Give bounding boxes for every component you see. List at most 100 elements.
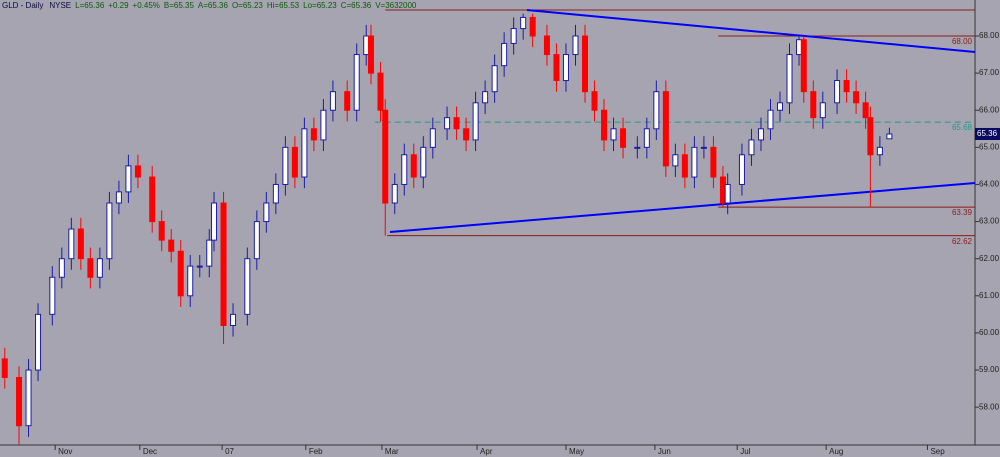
x-tick-label: Nov xyxy=(58,447,72,456)
x-tick-label: Jul xyxy=(740,447,750,456)
candle-body xyxy=(367,35,374,74)
candle-body xyxy=(272,183,279,204)
candle-body xyxy=(291,146,298,178)
candle-body xyxy=(520,16,527,30)
y-tick-label: 67.00 xyxy=(979,68,1000,77)
candle-body xyxy=(876,146,883,156)
candle-body xyxy=(377,72,384,111)
y-tick-label: 63.00 xyxy=(979,217,1000,226)
candle-body xyxy=(510,28,517,44)
candle-body xyxy=(382,109,389,204)
header-quote: A=65.36 xyxy=(198,1,229,10)
candle-body xyxy=(634,146,641,149)
header-quote: +0.45% xyxy=(133,1,160,10)
candle-body xyxy=(353,54,360,111)
candle-body xyxy=(329,91,336,111)
candle-body xyxy=(16,376,23,427)
candle-body xyxy=(582,35,588,93)
candle-body xyxy=(196,265,203,268)
candle-body xyxy=(429,128,436,148)
candle-body xyxy=(853,91,860,104)
candle-body xyxy=(35,313,42,371)
x-tick-label: May xyxy=(569,447,584,456)
candle-body xyxy=(211,202,218,241)
candle-body xyxy=(96,258,103,278)
candle-body xyxy=(187,265,194,297)
candle-body xyxy=(420,146,427,178)
y-tick-label: 61.00 xyxy=(979,291,1000,300)
candle-body xyxy=(77,228,84,260)
header-quote: B=65.35 xyxy=(164,1,195,10)
candle-body xyxy=(472,102,479,141)
candle-body xyxy=(391,183,398,204)
trendline xyxy=(526,9,976,53)
candle-body xyxy=(49,276,56,315)
candle-body xyxy=(482,91,489,104)
candle-body xyxy=(282,146,289,185)
y-tick-label: 66.00 xyxy=(979,105,1000,114)
candle-body xyxy=(87,258,94,278)
y-tick-label: 64.00 xyxy=(979,180,1000,189)
x-tick-label: Sep xyxy=(930,447,945,456)
candle-body xyxy=(562,54,569,82)
candle-body xyxy=(748,139,755,156)
candle-body xyxy=(738,154,745,185)
y-tick-label: 60.00 xyxy=(979,328,1000,337)
x-tick-label: 07 xyxy=(225,447,234,456)
candle-body xyxy=(206,239,213,267)
level-label: 65.68 xyxy=(952,123,973,132)
candle-body xyxy=(244,258,251,315)
x-tick-label: Feb xyxy=(309,447,323,456)
x-tick-label: Jun xyxy=(658,447,671,456)
candle-body xyxy=(767,109,774,130)
y-tick-label: 65.00 xyxy=(979,142,1000,151)
price-marker-label: 65.36 xyxy=(977,129,998,138)
header-quote: O=65.23 xyxy=(232,1,263,10)
y-tick-label: 59.00 xyxy=(979,365,1000,374)
candle-body xyxy=(220,202,227,326)
candle-body xyxy=(777,102,783,111)
candle-body xyxy=(591,91,598,111)
candle-body xyxy=(672,154,679,167)
candle-body xyxy=(572,35,579,56)
candle-body xyxy=(643,128,650,148)
candle-body xyxy=(786,54,793,104)
candle-body xyxy=(800,39,807,93)
candle-body xyxy=(724,183,731,204)
candle-body xyxy=(310,128,317,141)
candle-body xyxy=(529,16,536,37)
candle-body xyxy=(344,91,351,111)
level-label: 62.62 xyxy=(952,237,973,246)
candle-body xyxy=(653,91,660,130)
candle-body xyxy=(867,117,874,156)
candle-body xyxy=(401,154,408,185)
candle-body xyxy=(810,91,817,119)
x-tick-label: Aug xyxy=(829,447,843,456)
header-quote: V=3632000 xyxy=(375,1,417,10)
candle-body xyxy=(320,109,327,141)
header-quote: Lo=65.23 xyxy=(303,1,337,10)
candle-body xyxy=(115,191,122,204)
candle-body xyxy=(301,128,308,178)
candle-body xyxy=(662,91,669,167)
candle-body xyxy=(106,202,113,260)
x-tick-label: Dec xyxy=(143,447,157,456)
header-quote: L=65.36 xyxy=(75,1,105,10)
candle-body xyxy=(700,146,707,149)
candle-body xyxy=(444,117,451,130)
candle-body xyxy=(453,117,460,130)
candle-body xyxy=(491,65,498,93)
candle-body xyxy=(862,102,869,119)
candle-body xyxy=(149,176,156,223)
candle-body xyxy=(58,258,65,278)
header-quote: +0.29 xyxy=(108,1,129,10)
candle-body xyxy=(691,146,698,178)
header-quote: C=65.36 xyxy=(341,1,372,10)
price-marker xyxy=(975,127,1000,140)
header-title: GLD - Daily xyxy=(2,1,43,10)
candle-body xyxy=(610,128,617,141)
trendline xyxy=(389,181,976,233)
y-tick-label: 58.00 xyxy=(979,402,1000,411)
header-quote: Hi=65.53 xyxy=(267,1,300,10)
